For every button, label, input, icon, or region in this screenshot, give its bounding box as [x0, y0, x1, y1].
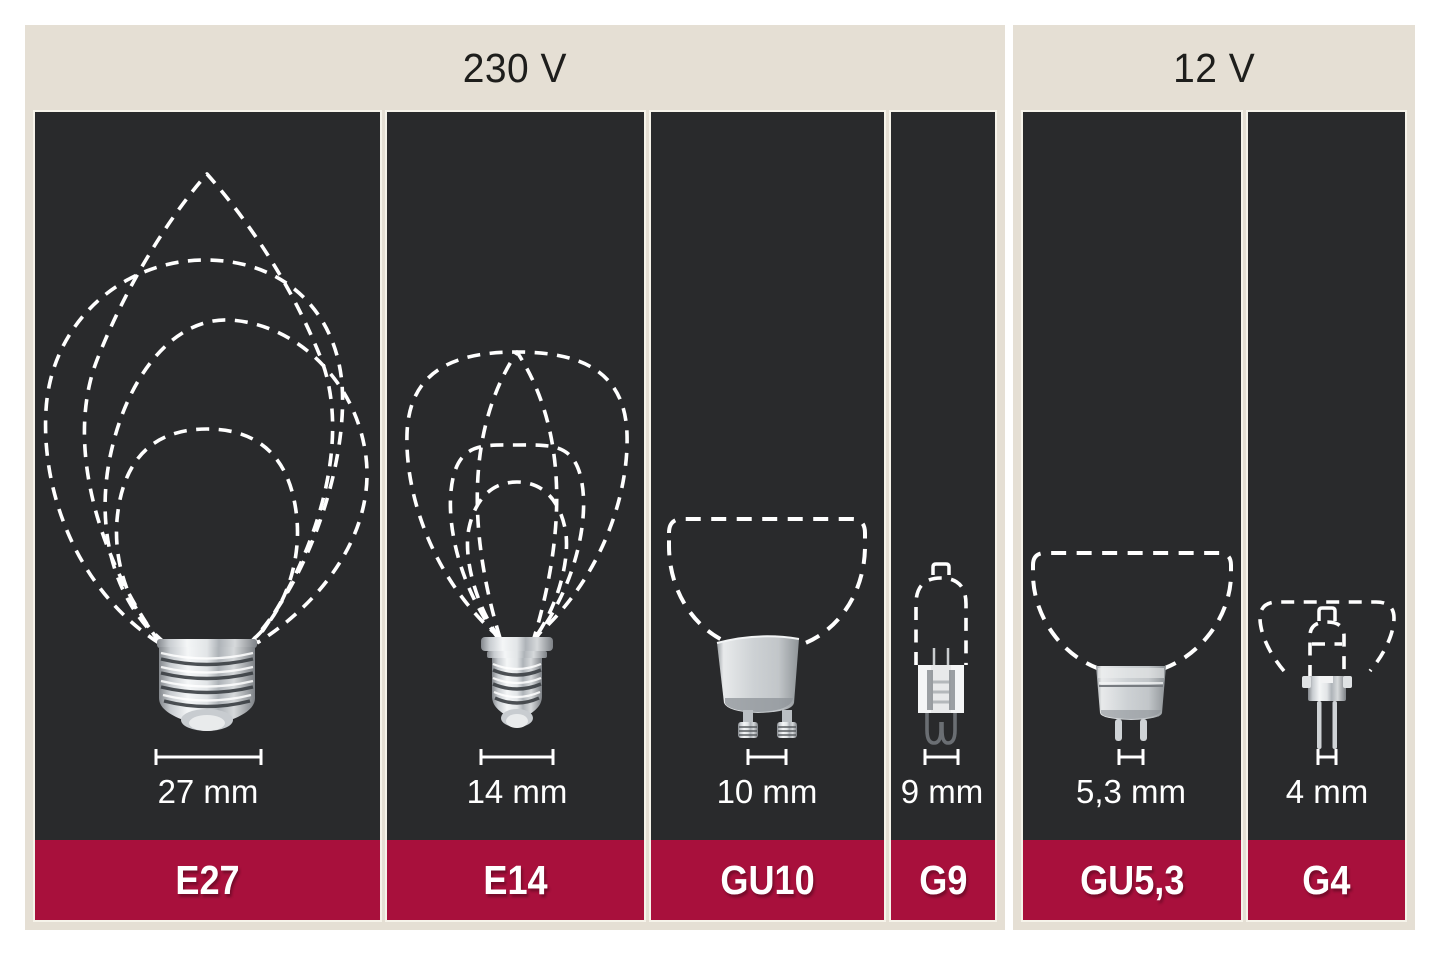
e14-diameter-label: 14 mm	[467, 773, 568, 810]
panel-g9: 9 mm G9	[889, 110, 997, 922]
gu10-reflector-outline-dashed	[667, 517, 867, 646]
voltage-label: 12 V	[1172, 45, 1256, 91]
panel-g9-canvas: 9 mm	[891, 112, 995, 840]
group-header-230v: 230 V	[35, 25, 995, 112]
e27-measure: 27 mm	[154, 749, 263, 810]
panel-e14-canvas: 14 mm	[387, 112, 644, 840]
panel-e14: 14 mm E14	[385, 110, 646, 922]
e14-screw-base	[481, 637, 553, 728]
gu10-measure: 10 mm	[717, 749, 818, 810]
gu53-base-type-label: GU5,3	[1079, 856, 1185, 903]
gu53-diameter-label: 5,3 mm	[1076, 773, 1186, 810]
e14-base-type-label: E14	[483, 856, 548, 903]
gu10-base-type-label: GU10	[720, 856, 815, 903]
panel-row-12v: 5,3 mm GU5,3	[1021, 110, 1407, 922]
panel-gu10: 10 mm GU10	[649, 110, 886, 922]
e14-measure: 14 mm	[467, 749, 568, 810]
gu10-twist-lock-socket-illustration: 10 mm	[667, 517, 867, 810]
voltage-group-12v: 12 V	[1013, 25, 1415, 930]
voltage-group-230v: 230 V	[25, 25, 1005, 930]
g4-base-bar: G4	[1248, 840, 1405, 920]
g4-diameter-label: 4 mm	[1286, 773, 1369, 810]
g9-base-bar: G9	[891, 840, 995, 920]
e14-screw-socket-illustration: 14 mm	[405, 350, 629, 810]
gu53-base-bar: GU5,3	[1023, 840, 1241, 920]
gu10-base	[716, 635, 800, 738]
socket-type-overview: 230 V	[25, 25, 1415, 930]
g4-measure: 4 mm	[1286, 749, 1369, 810]
panel-gu53: 5,3 mm GU5,3	[1021, 110, 1243, 922]
e27-screw-socket-illustration: 27 mm	[43, 172, 369, 810]
panel-g4: 4 mm G4	[1246, 110, 1407, 922]
g9-capsule-outline-dashed	[914, 562, 968, 665]
g9-measure: 9 mm	[901, 749, 984, 810]
g9-looped-pin-socket-illustration: 9 mm	[901, 562, 984, 810]
panel-gu53-canvas: 5,3 mm	[1023, 112, 1241, 840]
panel-row-230v: 27 mm E27	[33, 110, 997, 922]
e27-diameter-label: 27 mm	[158, 773, 259, 810]
panel-gu10-canvas: 10 mm	[651, 112, 884, 840]
e27-base-type-label: E27	[175, 856, 240, 903]
gu53-bi-pin-socket-illustration: 5,3 mm	[1031, 551, 1233, 810]
g9-diameter-label: 9 mm	[901, 773, 984, 810]
g9-base-type-label: G9	[918, 856, 968, 903]
e14-bulb-outlines-dashed	[405, 350, 629, 640]
panel-g4-canvas: 4 mm	[1248, 112, 1405, 840]
panel-e27: 27 mm E27	[33, 110, 382, 922]
gu10-base-bar: GU10	[651, 840, 884, 920]
panel-e27-canvas: 27 mm	[35, 112, 380, 840]
gu53-reflector-outline-dashed	[1031, 551, 1233, 670]
group-header-12v: 12 V	[1023, 25, 1405, 112]
g9-base	[918, 648, 964, 745]
e14-base-bar: E14	[387, 840, 644, 920]
g4-base	[1302, 676, 1352, 749]
gu53-base	[1096, 666, 1166, 741]
g4-bi-pin-socket-illustration: 4 mm	[1258, 600, 1396, 810]
e27-screw-base	[157, 639, 257, 731]
e27-bulb-outlines-dashed	[43, 172, 369, 645]
voltage-label: 230 V	[462, 45, 568, 91]
g4-base-type-label: G4	[1302, 856, 1351, 903]
gu53-measure: 5,3 mm	[1076, 749, 1186, 810]
e27-base-bar: E27	[35, 840, 380, 920]
g4-outlines-dashed	[1258, 600, 1396, 678]
gu10-diameter-label: 10 mm	[717, 773, 818, 810]
